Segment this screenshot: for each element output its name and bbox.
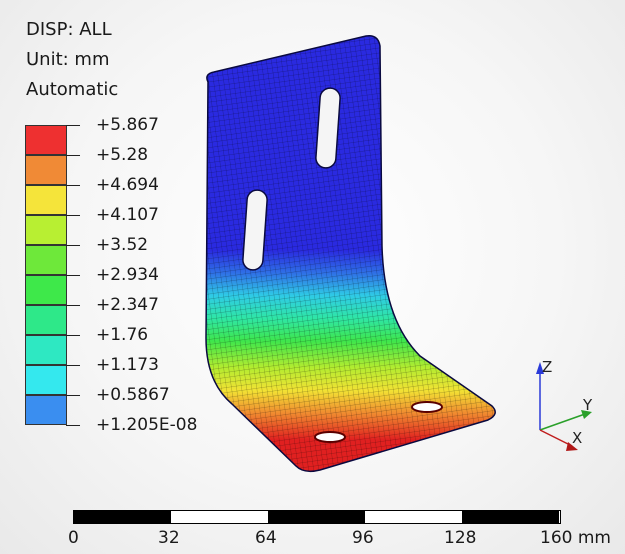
legend-tick-mark [66,215,80,216]
legend-tick-mark [66,365,80,366]
mesh-overlay [206,35,496,472]
scale-label-160: 160 mm [540,528,611,548]
scale-label-0: 0 [68,528,79,548]
legend-tick-mark [66,185,80,186]
legend-tick-mark [66,245,80,246]
legend-label-5: +3.52 [96,235,149,255]
legend-swatch-3 [25,185,67,215]
x-axis-arrow [566,442,578,451]
legend-tick-mark [66,335,80,336]
color-legend [25,125,67,427]
legend-label-2: +5.28 [96,145,149,165]
legend-tick-mark [66,275,80,276]
y-axis-line [539,413,586,431]
scale-label-64: 64 [255,528,277,548]
scale-bar: 0 32 64 96 128 160 mm [0,500,625,554]
z-axis-arrow [536,362,544,374]
legend-label-7: +2.347 [96,295,159,315]
scale-label-96: 96 [352,528,374,548]
scale-bar-segment [268,511,365,523]
bracket-outline [205,34,496,473]
legend-label-6: +2.934 [96,265,159,285]
y-axis-label: Y [582,396,593,414]
legend-swatch-9 [25,365,67,395]
legend-tick-mark [66,125,80,126]
z-axis-label: Z [542,358,552,376]
result-type-label: DISP: ALL [26,19,112,40]
legend-tick-mark [66,305,80,306]
y-axis-arrow [581,410,592,419]
bracket-body[interactable] [190,20,510,490]
legend-label-1: +5.867 [96,115,159,135]
unit-label: Unit: mm [26,49,110,70]
legend-tick-mark [66,425,80,426]
legend-tick-mark [66,155,80,156]
legend-swatch-1 [25,125,67,155]
scale-label-32: 32 [158,528,180,548]
x-axis-label: X [572,429,582,447]
legend-label-3: +4.694 [96,175,159,195]
legend-swatch-7 [25,305,67,335]
legend-label-4: +4.107 [96,205,159,225]
legend-label-10: +0.5867 [96,385,170,405]
legend-label-9: +1.173 [96,355,159,375]
scale-bar-segment [74,511,171,523]
base-hole-right [411,401,443,413]
x-axis-line [539,429,573,447]
legend-swatch-6 [25,275,67,305]
legend-swatch-2 [25,155,67,185]
base-hole-left [314,431,346,443]
scale-bar-segment [462,511,559,523]
scale-label-128: 128 [444,528,477,548]
legend-swatch-4 [25,215,67,245]
legend-label-8: +1.76 [96,325,149,345]
coordinate-triad: Z Y X [536,358,593,451]
range-mode-label: Automatic [26,79,119,100]
legend-swatch-8 [25,335,67,365]
legend-swatch-5 [25,245,67,275]
legend-tick-mark [66,395,80,396]
upper-slot-hole [315,87,341,169]
legend-label-11: +1.205E-08 [96,415,198,435]
lower-slot-hole [242,189,268,271]
legend-swatch-10 [25,395,67,425]
